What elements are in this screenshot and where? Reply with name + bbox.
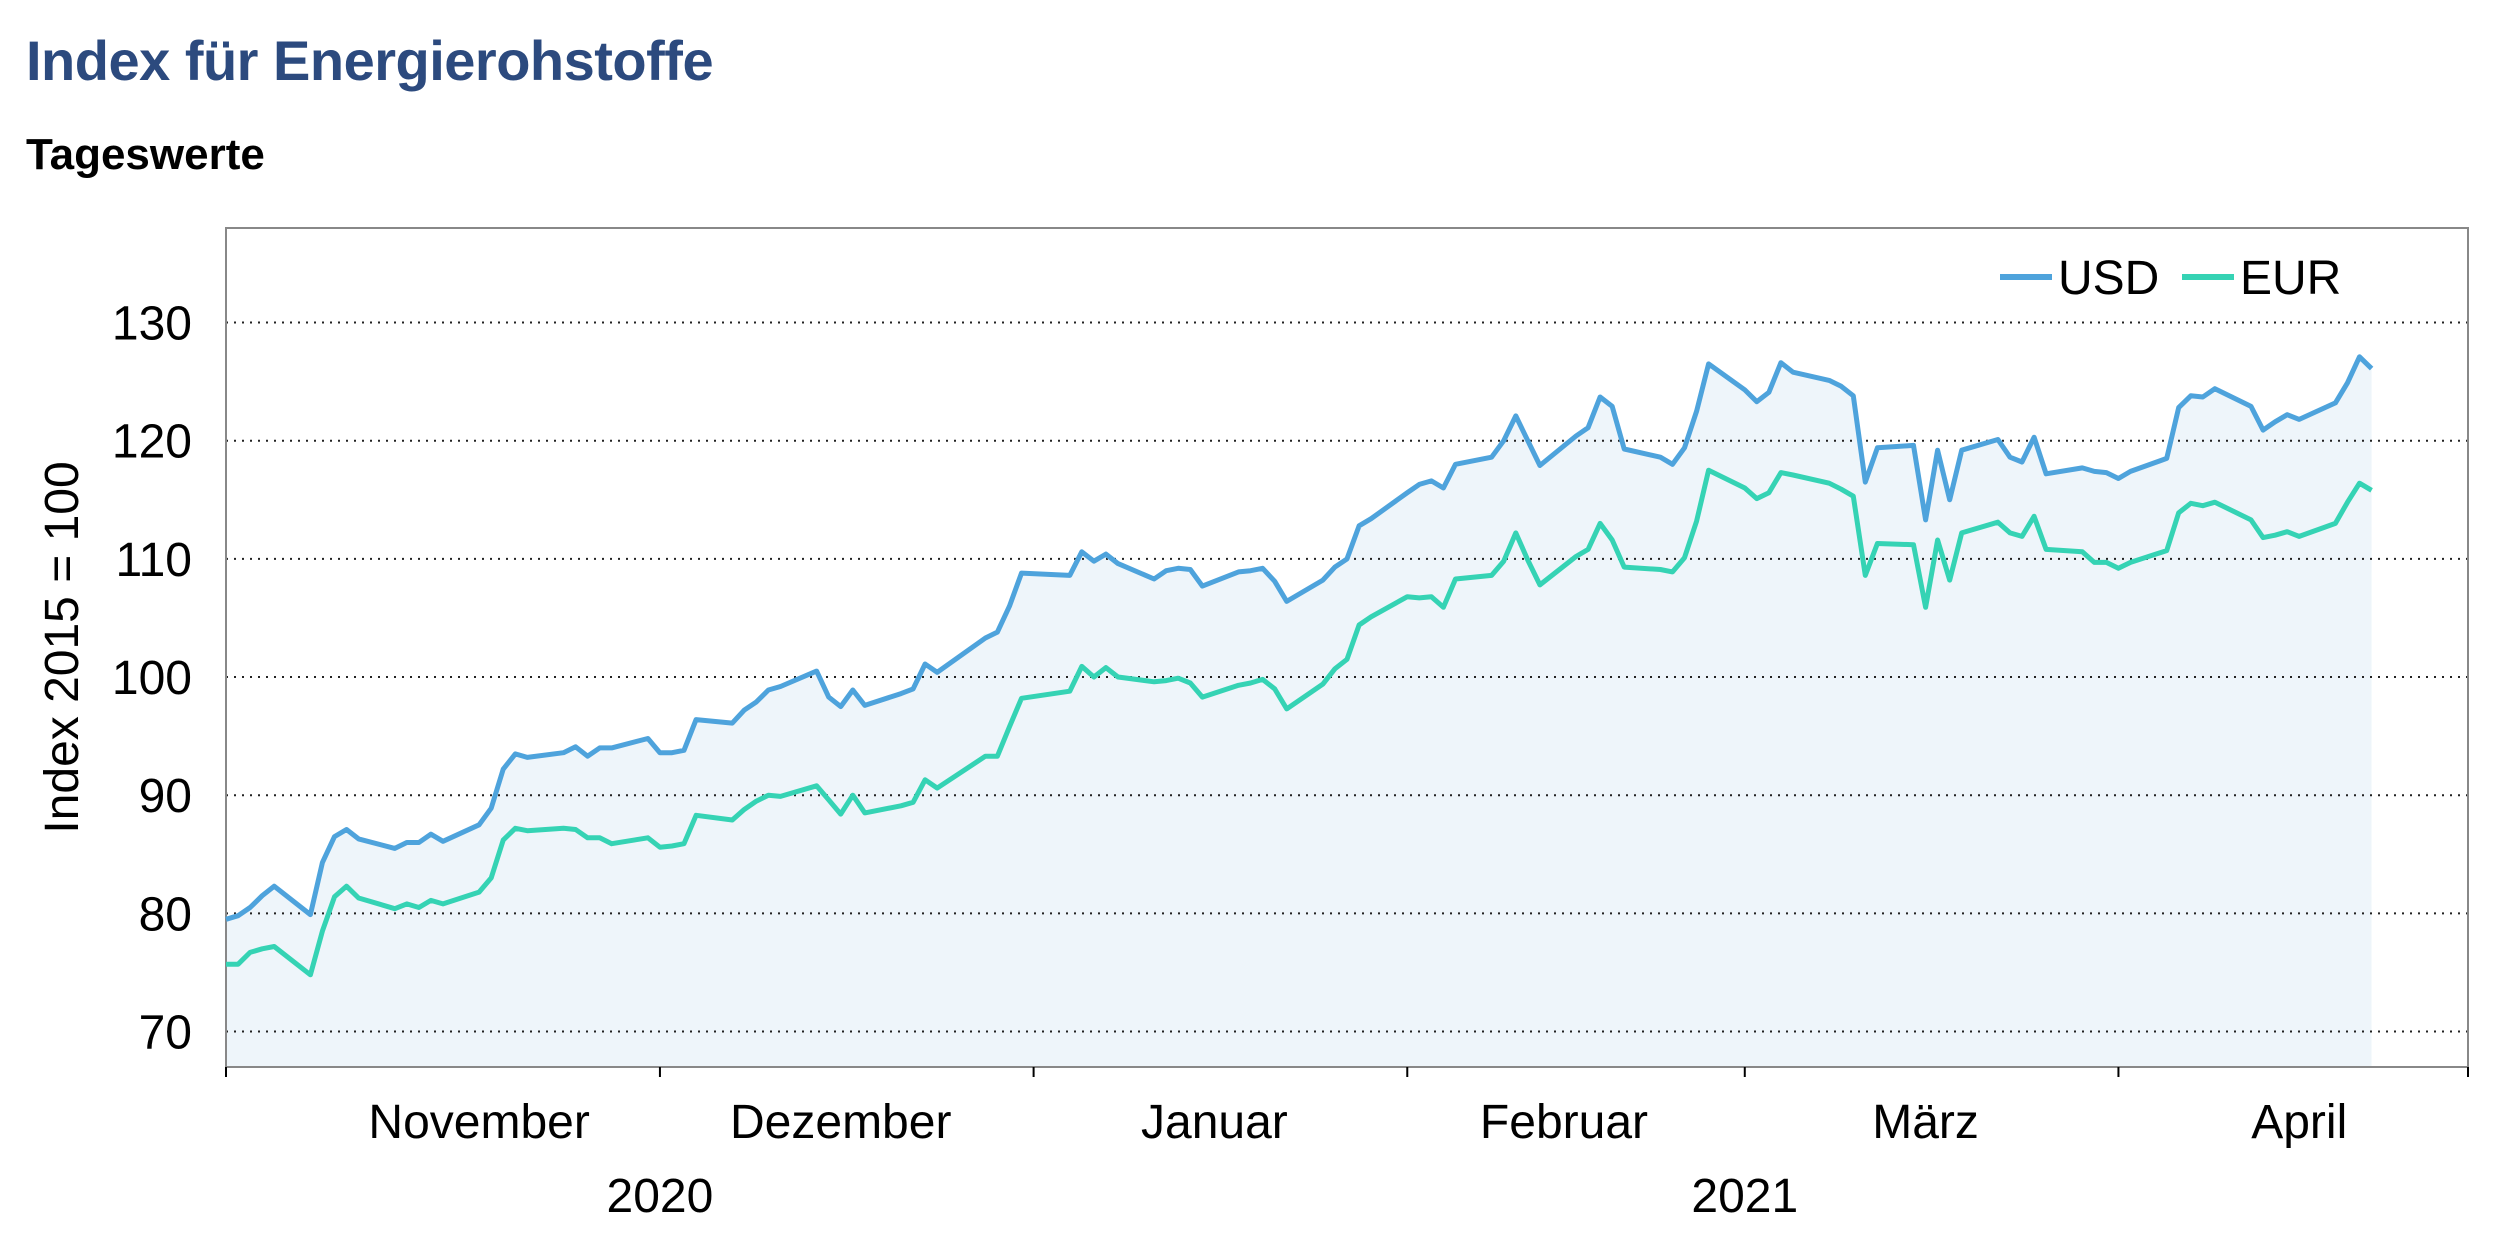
- series-lines: [225, 354, 2374, 978]
- y-tick-label: 110: [115, 534, 192, 587]
- y-tick-label: 70: [139, 1007, 192, 1060]
- x-tick-label: November: [368, 1096, 589, 1149]
- x-tick-label: Januar: [1141, 1096, 1288, 1149]
- legend-label-eur: EUR: [2240, 252, 2341, 305]
- x-tick-label: März: [1872, 1096, 1979, 1149]
- x-year-label: 2020: [607, 1170, 714, 1223]
- area-fill-layer: [226, 356, 2372, 1067]
- chart-title: Index für Energierohstoffe: [26, 29, 714, 92]
- legend: USD EUR: [2000, 252, 2341, 305]
- x-tick-label: Dezember: [730, 1096, 951, 1149]
- series-line-usd: [225, 354, 2374, 922]
- chart-subtitle: Tageswerte: [26, 130, 265, 179]
- area-fill: [226, 356, 2372, 1067]
- y-tick-label: 90: [139, 770, 192, 823]
- y-tick-label: 100: [112, 652, 192, 705]
- y-tick-label: 80: [139, 888, 192, 941]
- series-line-eur: [226, 467, 2373, 978]
- x-year-label: 2021: [1691, 1170, 1798, 1223]
- y-axis-label: Index 2015 = 100: [36, 461, 89, 833]
- y-tick-label: 120: [112, 416, 192, 469]
- plot-frame: [225, 227, 2469, 1068]
- y-axis: 70 80 90 100 110 120 130: [112, 298, 192, 1060]
- y-tick-label: 130: [112, 298, 192, 351]
- legend-label-usd: USD: [2058, 252, 2159, 305]
- x-axis: November Dezember Januar Februar März April 20…: [225, 1067, 2469, 1223]
- x-tick-label: Februar: [1480, 1096, 1648, 1149]
- x-tick-label: April: [2251, 1096, 2347, 1149]
